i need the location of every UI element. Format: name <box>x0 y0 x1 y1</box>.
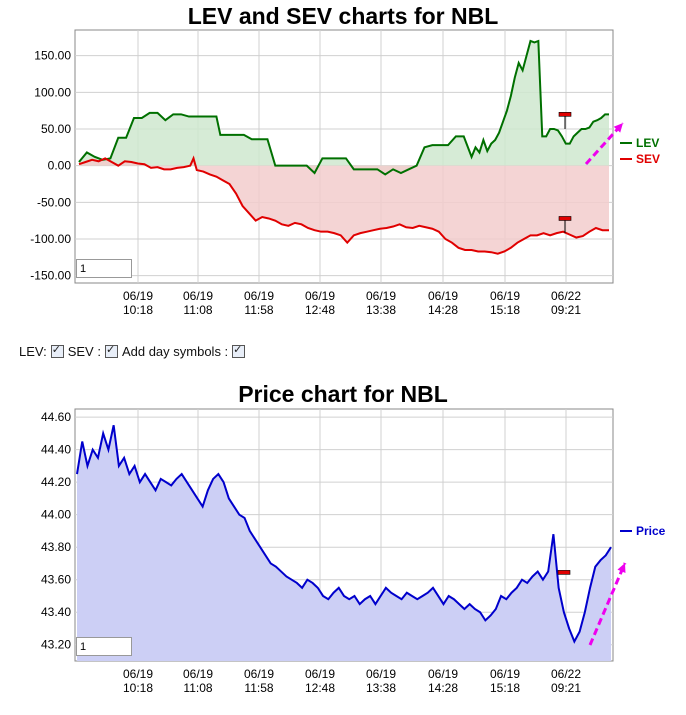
x-tick-label: 06/19 <box>305 667 335 681</box>
x-tick-label: 06/19 <box>428 289 458 303</box>
lev-sev-legend: LEV SEV <box>620 136 660 166</box>
lev-toggle-label: LEV: <box>19 344 47 359</box>
x-tick-label: 11:08 <box>183 681 212 695</box>
price-chart-title: Price chart for NBL <box>238 381 448 407</box>
price-legend: Price <box>620 524 666 538</box>
x-tick-label: 10:18 <box>123 303 153 317</box>
lev-sev-axes: 150.00 100.00 50.00 0.00 -50.00 -100.00 -150.0… <box>30 49 581 317</box>
x-tick-label: 06/19 <box>366 289 396 303</box>
x-tick-label: 06/19 <box>366 667 396 681</box>
sev-area <box>79 158 609 254</box>
day-marker-cap <box>557 570 571 575</box>
x-tick-label: 15:18 <box>490 681 520 695</box>
x-tick-label: 11:58 <box>244 303 273 317</box>
day-marker-cap <box>558 216 572 221</box>
y-tick-label: 43.60 <box>41 573 71 587</box>
x-tick-label: 14:28 <box>428 681 458 695</box>
y-tick-label: 44.60 <box>41 410 71 424</box>
y-tick-label: 0.00 <box>48 159 72 173</box>
lev-sev-chart-title: LEV and SEV charts for NBL <box>187 3 499 29</box>
y-tick-label: 44.40 <box>41 443 71 457</box>
x-tick-label: 06/19 <box>244 289 274 303</box>
lev-line <box>78 39 609 176</box>
x-tick-label: 06/22 <box>551 667 581 681</box>
x-tick-label: 06/19 <box>490 289 520 303</box>
x-tick-label: 06/19 <box>123 667 153 681</box>
lev-area <box>79 41 609 175</box>
x-tick-label: 06/19 <box>183 667 213 681</box>
trend-arrow-head <box>617 563 626 573</box>
chart-controls: LEV: SEV : Add day symbols : <box>19 343 249 359</box>
y-tick-label: 50.00 <box>41 122 71 136</box>
sev-line <box>78 155 609 255</box>
x-tick-label: 13:38 <box>366 303 396 317</box>
day-symbols-label: Add day symbols : <box>121 344 229 359</box>
y-tick-label: -50.00 <box>37 195 71 209</box>
x-tick-label: 06/19 <box>244 667 274 681</box>
x-tick-label: 11:08 <box>183 303 212 317</box>
x-tick-label: 15:18 <box>490 303 520 317</box>
x-tick-label: 06/19 <box>490 667 520 681</box>
sev-checkbox[interactable] <box>104 343 118 358</box>
lev-sev-chart: 150.00 100.00 50.00 0.00 -50.00 -100.00 -150.0… <box>30 29 660 317</box>
legend-label: LEV <box>636 136 659 150</box>
y-tick-label: 43.80 <box>41 540 71 554</box>
x-tick-label: 13:38 <box>366 681 396 695</box>
x-tick-label: 06/19 <box>123 289 153 303</box>
x-tick-label: 10:18 <box>123 681 153 695</box>
price-area <box>77 425 611 661</box>
y-tick-label: -100.00 <box>30 232 71 246</box>
day-symbols-checkbox[interactable] <box>232 343 246 358</box>
trend-arrow <box>584 121 625 166</box>
y-tick-label: -150.00 <box>30 269 71 283</box>
sev-toggle-label: SEV : <box>67 344 101 359</box>
y-tick-label: 44.20 <box>41 475 71 489</box>
x-tick-label: 06/22 <box>551 289 581 303</box>
price-page-input[interactable]: 1 <box>76 637 132 656</box>
legend-label: SEV <box>636 152 660 166</box>
y-tick-label: 43.20 <box>41 638 71 652</box>
day-marker-cap <box>558 112 572 117</box>
price-axes: 44.60 44.40 44.20 44.00 43.80 43.60 43.40 43.20… <box>41 410 581 695</box>
x-tick-label: 09:21 <box>551 681 581 695</box>
y-tick-label: 44.00 <box>41 508 71 522</box>
x-tick-label: 06/19 <box>183 289 213 303</box>
x-tick-label: 06/19 <box>305 289 335 303</box>
legend-label: Price <box>636 524 666 538</box>
price-plot-area <box>76 425 627 661</box>
trend-arrow-head <box>613 123 623 133</box>
trend-arrow <box>588 562 627 646</box>
lev-checkbox[interactable] <box>50 343 64 358</box>
x-tick-label: 06/19 <box>428 667 458 681</box>
x-tick-label: 09:21 <box>551 303 581 317</box>
x-tick-label: 11:58 <box>244 681 273 695</box>
price-line <box>76 425 612 644</box>
lev-sev-page-input[interactable]: 1 <box>76 259 132 278</box>
lev-sev-plot-area <box>78 39 625 255</box>
y-tick-label: 100.00 <box>34 85 71 99</box>
y-tick-label: 43.40 <box>41 605 71 619</box>
x-tick-label: 12:48 <box>305 681 335 695</box>
x-tick-label: 12:48 <box>305 303 335 317</box>
y-tick-label: 150.00 <box>34 49 71 63</box>
x-tick-label: 14:28 <box>428 303 458 317</box>
